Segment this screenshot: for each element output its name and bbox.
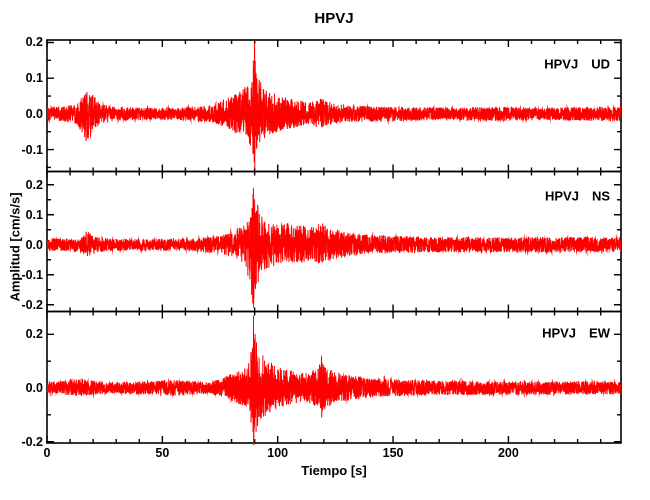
- component-code: NS: [591, 188, 610, 204]
- y-tick-label: 0.0: [25, 237, 43, 252]
- station-code: HPVJ: [544, 188, 579, 204]
- y-tick-label: 0.1: [25, 71, 43, 86]
- component-code: EW: [589, 325, 610, 341]
- panel-label-ew: HPVJ EW: [542, 326, 610, 341]
- station-code: HPVJ: [542, 325, 577, 341]
- station-code: HPVJ: [544, 56, 579, 72]
- component-code: UD: [591, 56, 610, 72]
- y-tick-label: -0.1: [21, 267, 43, 282]
- y-tick-label: -0.2: [21, 434, 43, 449]
- x-tick-label: 100: [267, 446, 289, 460]
- y-tick-label: 0.2: [25, 177, 43, 192]
- panel-label-ns: HPVJ NS: [545, 189, 610, 204]
- x-tick-label: 200: [497, 446, 519, 460]
- y-tick-label: 0.1: [25, 207, 43, 222]
- y-axis-label: Amplitud [cm/s/s]: [7, 192, 23, 302]
- y-tick-label: 0.2: [25, 327, 43, 342]
- y-tick-label: 0.0: [25, 380, 43, 395]
- y-tick-label: -0.1: [21, 142, 43, 157]
- x-tick-label: 50: [155, 446, 170, 460]
- y-tick-label: 0.2: [25, 35, 43, 50]
- y-tick-label: -0.2: [21, 297, 43, 312]
- x-axis-label: Tiempo [s]: [301, 463, 367, 478]
- chart-title: HPVJ: [314, 10, 354, 27]
- y-tick-label: 0.0: [25, 106, 43, 121]
- x-tick-label: 150: [382, 446, 404, 460]
- x-tick-label: 0: [43, 446, 51, 460]
- panel-label-ud: HPVJ UD: [544, 57, 610, 72]
